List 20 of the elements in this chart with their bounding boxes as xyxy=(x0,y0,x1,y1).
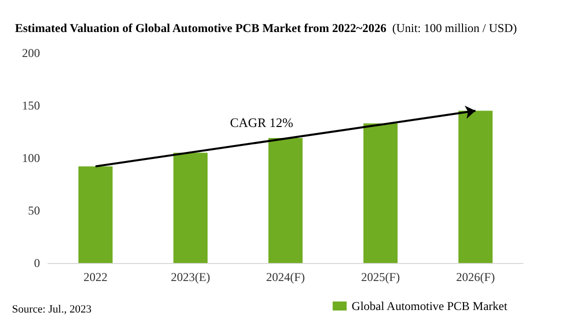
annotation: CAGR 12% xyxy=(230,115,294,130)
x-tick-label: 2025(F) xyxy=(361,270,400,284)
y-tick-label: 100 xyxy=(22,151,40,165)
bar xyxy=(78,166,113,263)
chart-title: Estimated Valuation of Global Automotive PCB Market from 2022~2026 xyxy=(15,21,386,35)
chart-subtitle: (Unit: 100 million / USD) xyxy=(392,21,517,35)
bar xyxy=(363,123,398,263)
y-tick-label: 150 xyxy=(22,98,40,112)
bar xyxy=(268,138,303,263)
x-tick-label: 2022 xyxy=(84,270,108,284)
bar xyxy=(173,152,208,263)
x-tick-label: 2023(E) xyxy=(170,270,210,284)
y-tick-label: 200 xyxy=(22,46,40,60)
y-tick-label: 50 xyxy=(28,204,40,218)
x-tick-label: 2026(F) xyxy=(456,270,495,284)
x-tick-label: 2024(F) xyxy=(266,270,305,284)
legend-label: Global Automotive PCB Market xyxy=(352,299,508,313)
source-note: Source: Jul., 2023 xyxy=(12,304,92,316)
bar xyxy=(458,110,493,263)
y-tick-label: 0 xyxy=(34,256,40,270)
